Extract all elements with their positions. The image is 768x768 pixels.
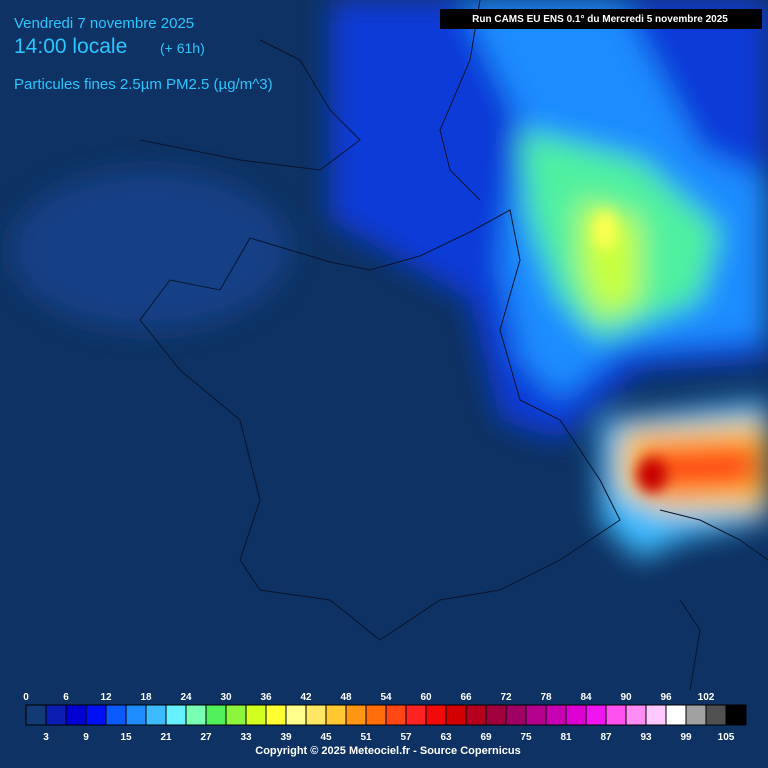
legend-tick-label: 57 [400,732,412,743]
legend-swatch [25,704,47,726]
legend-tick-label: 75 [520,732,532,743]
valid-date: Vendredi 7 novembre 2025 [14,15,194,32]
legend-swatch [265,704,287,726]
legend-tick-label: 6 [63,692,69,703]
legend-swatch [425,704,447,726]
legend-tick-label: 39 [280,732,292,743]
legend-swatch [225,704,247,726]
legend-swatch [445,704,467,726]
legend-swatch [285,704,307,726]
legend-swatch [65,704,87,726]
legend-tick-label: 3 [43,732,49,743]
legend-swatch [505,704,527,726]
run-info: Run CAMS EU ENS 0.1° du Mercredi 5 novem… [472,14,728,25]
legend-swatch [45,704,67,726]
legend-swatch [205,704,227,726]
legend-tick-label: 72 [500,692,512,703]
legend-swatch [465,704,487,726]
legend-tick-label: 18 [140,692,152,703]
legend-swatch [725,704,747,726]
legend-tick-label: 93 [640,732,652,743]
legend-tick-label: 9 [83,732,89,743]
legend-swatch [325,704,347,726]
legend-tick-label: 102 [698,692,715,703]
legend-tick-label: 0 [23,692,29,703]
legend-tick-label: 90 [620,692,632,703]
legend-swatch [485,704,507,726]
legend-tick-label: 84 [580,692,592,703]
legend-tick-label: 51 [360,732,372,743]
legend-swatch [705,704,727,726]
legend-tick-label: 69 [480,732,492,743]
legend-swatch [525,704,547,726]
legend-tick-label: 78 [540,692,552,703]
legend-tick-label: 15 [120,732,132,743]
legend-tick-label: 48 [340,692,352,703]
legend-swatch [545,704,567,726]
legend-swatch [245,704,267,726]
legend-tick-label: 30 [220,692,232,703]
run-box [440,9,762,29]
copyright: Copyright © 2025 Meteociel.fr - Source C… [255,745,520,757]
coastlines [139,0,768,691]
variable: Particules fines 2.5µm PM2.5 (µg/m^3) [14,76,273,93]
legend-tick-label: 60 [420,692,432,703]
legend-swatch [405,704,427,726]
legend-swatch [685,704,707,726]
legend-swatch [565,704,587,726]
legend-swatch [605,704,627,726]
legend-tick-label: 12 [100,692,112,703]
legend-tick-label: 99 [680,732,692,743]
pollution-field [10,0,768,560]
legend-tick-label: 45 [320,732,332,743]
legend-tick-label: 36 [260,692,272,703]
legend-swatch [125,704,147,726]
legend-tick-label: 96 [660,692,672,703]
legend-tick-label: 33 [240,732,252,743]
legend-tick-label: 105 [718,732,735,743]
legend-tick-label: 81 [560,732,572,743]
legend-swatch [665,704,687,726]
legend-swatch [365,704,387,726]
legend-swatch [165,704,187,726]
legend-swatch [305,704,327,726]
legend-tick-label: 66 [460,692,472,703]
legend-tick-label: 63 [440,732,452,743]
legend-swatch [345,704,367,726]
legend-swatch [185,704,207,726]
lead-time: (+ 61h) [160,40,205,56]
legend-swatch [625,704,647,726]
legend-tick-label: 87 [600,732,612,743]
legend-swatch [145,704,167,726]
valid-time: 14:00 locale [14,35,127,58]
color-legend: 0369121518212427303336394245485154576063… [23,692,747,743]
legend-swatch [85,704,107,726]
legend-swatch [585,704,607,726]
legend-swatch [385,704,407,726]
legend-tick-label: 42 [300,692,312,703]
legend-swatch [105,704,127,726]
legend-tick-label: 54 [380,692,392,703]
hotspot [593,210,668,493]
legend-swatch [645,704,667,726]
legend-tick-label: 24 [180,692,192,703]
legend-tick-label: 21 [160,732,172,743]
legend-tick-label: 27 [200,732,212,743]
